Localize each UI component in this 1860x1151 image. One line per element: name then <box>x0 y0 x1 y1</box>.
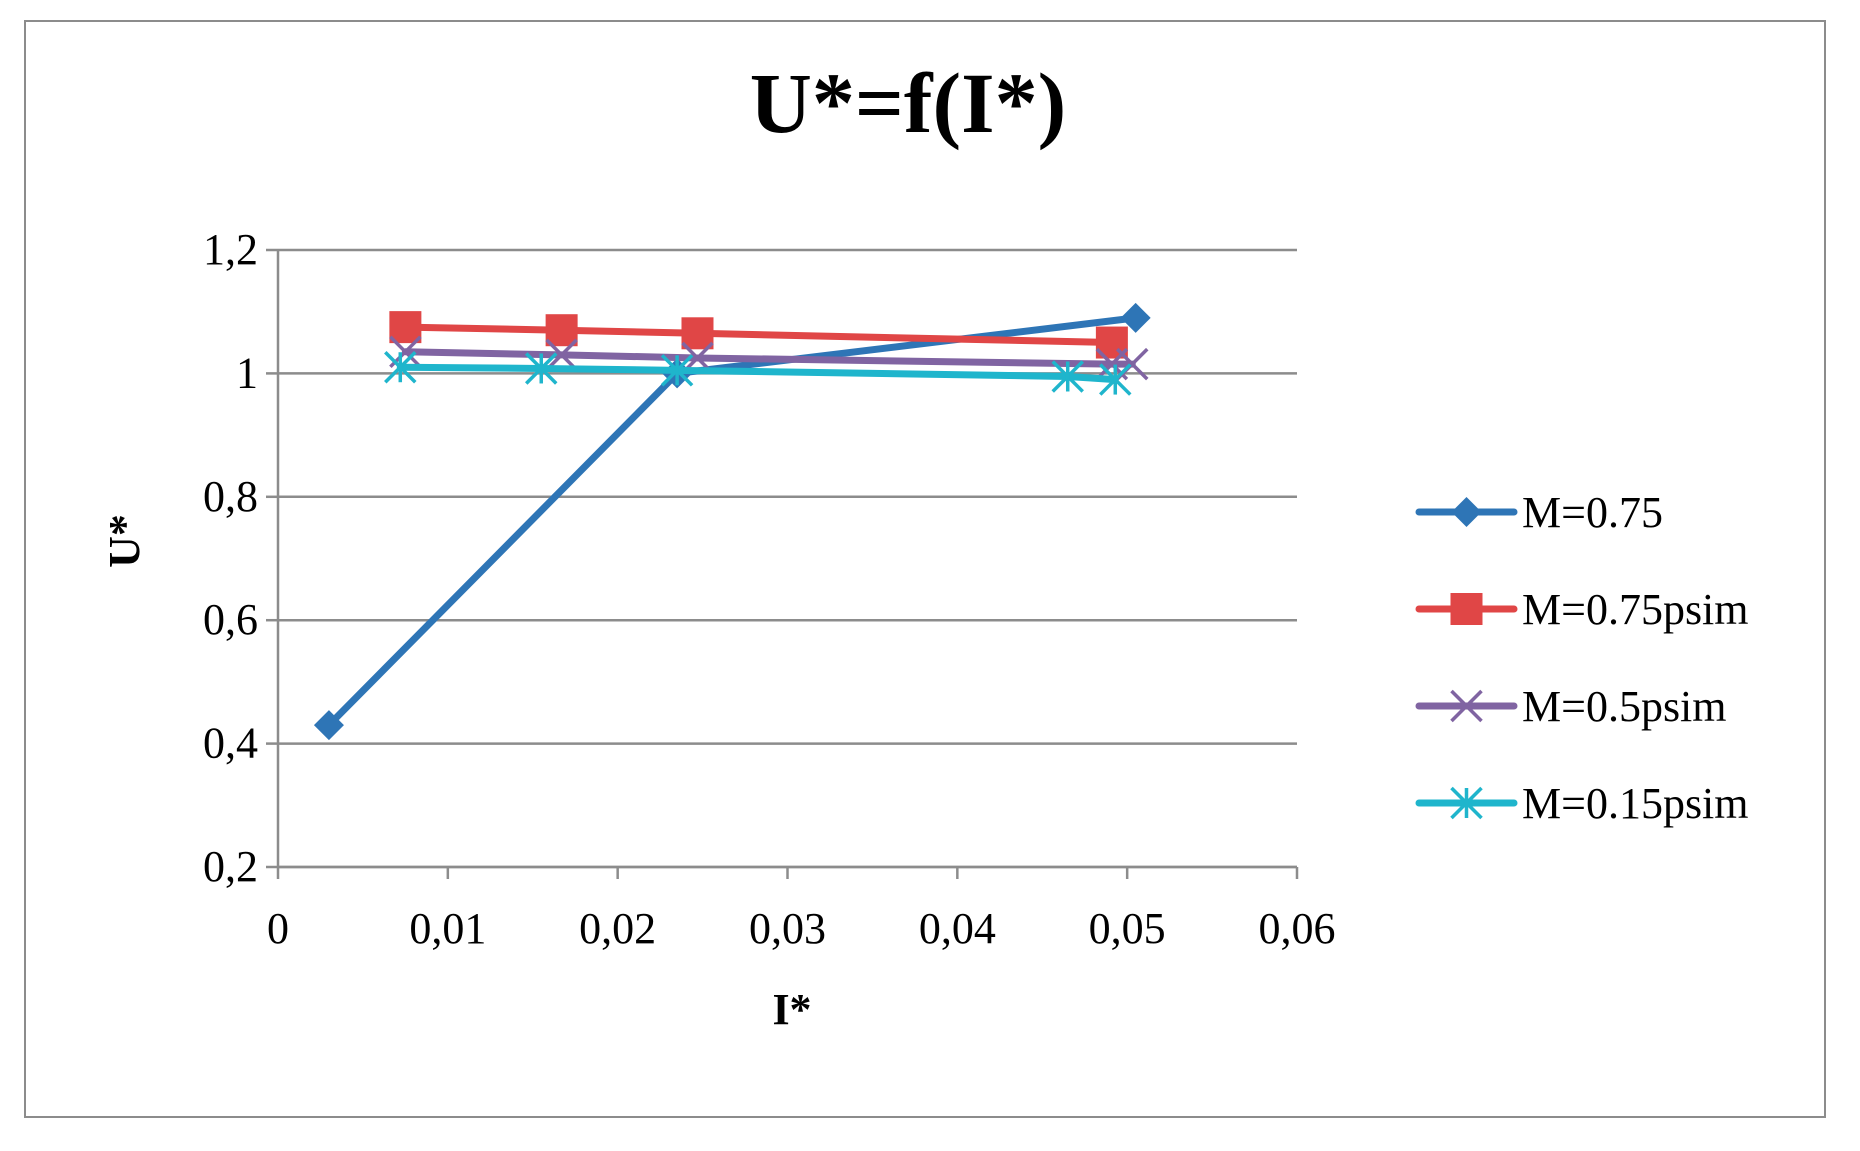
legend-marker-3 <box>1450 786 1483 820</box>
legend: M=0.75 M=0.75psim M=0.5psim M=0.15psim <box>1415 488 1749 828</box>
data-point <box>389 311 422 344</box>
legend-item-1: M=0.75psim <box>1415 585 1749 634</box>
legend-label-3: M=0.15psim <box>1522 779 1749 828</box>
grid-layer <box>278 248 1297 869</box>
y-tick-label: 1 <box>236 348 258 397</box>
data-point <box>681 317 714 350</box>
data-point <box>1099 363 1132 396</box>
legend-item-0: M=0.75 <box>1415 488 1663 537</box>
x-tick-label: 0,05 <box>1089 904 1166 953</box>
series-line-1 <box>401 323 1116 347</box>
legend-marker-0 <box>1451 497 1482 527</box>
x-tick-label: 0,06 <box>1259 904 1336 953</box>
data-point <box>660 354 694 387</box>
legend-marker-1 <box>1450 593 1483 625</box>
x-tick-label: 0,04 <box>919 904 996 953</box>
y-tick-label: 1,2 <box>203 225 258 274</box>
series-1 <box>389 311 1128 359</box>
series-layer <box>313 302 1151 741</box>
data-point <box>525 352 558 385</box>
y-axis-label: U* <box>100 514 149 568</box>
series-line-2 <box>401 348 1136 368</box>
legend-item-3: M=0.15psim <box>1415 779 1749 828</box>
x-tick-label: 0,02 <box>579 904 656 953</box>
x-tick-label: 0 <box>267 904 289 953</box>
x-tick-label: 0,03 <box>749 904 826 953</box>
chart-frame: U*=f(I*) 0,2 0,4 0,6 0,8 1 1,2 0 0,01 0,02 0,03 0,… <box>24 20 1826 1118</box>
data-point <box>545 314 578 347</box>
axis-layer: 0,2 0,4 0,6 0,8 1 1,2 0 0,01 0,02 0,03 0,04 0,05 0,0… <box>203 225 1336 953</box>
data-point-stroke <box>545 338 578 372</box>
legend-label-0: M=0.75 <box>1522 488 1663 537</box>
chart-svg: U*=f(I*) 0,20,40,60,811,20 0,01 0,02 0,03 0,… <box>100 55 1749 1034</box>
legend-label-2: M=0.5psim <box>1522 682 1727 731</box>
legend-marker-2 <box>1450 689 1483 723</box>
y-tick-label: 0,6 <box>203 595 258 644</box>
y-tick-label: 0,4 <box>203 719 258 768</box>
x-tick-label: 0,01 <box>409 904 486 953</box>
data-point <box>1051 360 1084 393</box>
legend-item-2: M=0.5psim <box>1415 682 1727 731</box>
y-tick-label: 0,2 <box>203 842 258 891</box>
y-tick-label: 0,8 <box>203 472 258 521</box>
x-axis-label: I* <box>772 985 811 1034</box>
data-point <box>545 338 578 372</box>
chart-title: U*=f(I*) <box>750 55 1067 151</box>
legend-marker-2-stroke <box>1450 689 1483 723</box>
data-point <box>1120 302 1151 333</box>
legend-label-1: M=0.75psim <box>1522 585 1749 634</box>
data-point <box>384 350 417 384</box>
series-3 <box>384 350 1132 396</box>
data-point <box>313 710 344 741</box>
